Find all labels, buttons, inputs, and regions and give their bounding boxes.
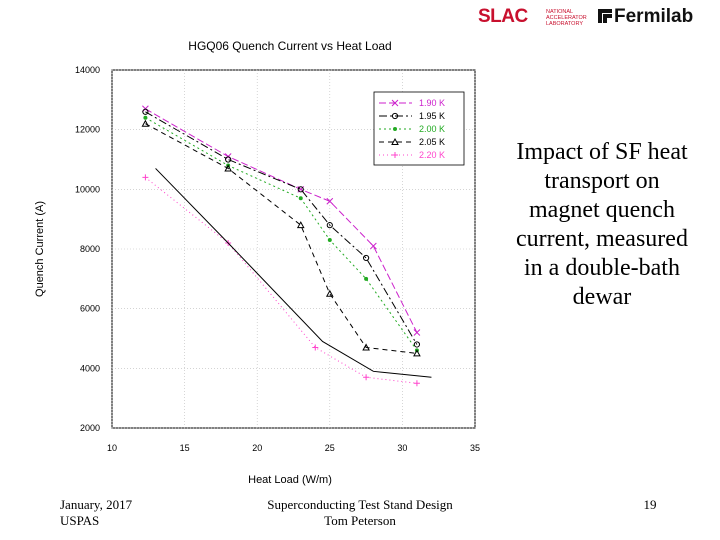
footer-author-line: Tom Peterson [324,513,396,528]
data-point [224,164,233,172]
footer-date: January, 2017 USPAS [60,497,132,529]
x-tick-label: 10 [107,443,117,453]
fermilab-logo-text: Fermilab [614,6,694,27]
chart-title: HGQ06 Quench Current vs Heat Load [188,39,391,53]
series-line [155,168,432,378]
data-point [364,276,369,281]
data-point [327,238,332,243]
data-point [326,197,334,205]
data-point [143,115,148,120]
series-unlabeled [155,168,432,378]
data-point [392,152,398,158]
data-point [142,174,149,181]
x-tick-label: 35 [470,443,480,453]
series-line [145,117,418,351]
legend-label: 1.95 K [419,111,445,121]
fermilab-logo: Fermilab [598,6,693,28]
fermilab-icon [598,9,612,23]
y-axis-label: Quench Current (A) [34,201,46,297]
data-point [298,196,303,201]
footer-title: Superconducting Test Stand Design Tom Pe… [230,497,490,529]
data-point [297,186,304,193]
y-tick-label: 10000 [75,184,100,194]
x-tick-label: 30 [397,443,407,453]
footer-title-line: Superconducting Test Stand Design [267,497,453,512]
data-point [296,221,305,229]
data-point [413,349,421,357]
legend-label: 2.05 K [419,137,445,147]
data-point [413,329,421,336]
data-point [413,341,421,348]
footer-course-line: USPAS [60,513,100,528]
data-point [363,254,370,262]
page-number: 19 [643,497,657,512]
slac-logo: SLAC [478,6,528,27]
slac-logo-subtitle: NATIONAL ACCELERATOR LABORATORY [546,9,587,27]
legend: 1.90 K 1.95 K 2.00 K 2.05 K 2.20 K [373,91,465,166]
data-point [370,242,377,250]
data-point [393,127,397,131]
series-1-95-K [142,108,421,348]
data-point [326,222,333,229]
legend-label: 2.20 K [419,150,445,160]
data-point [391,112,399,120]
y-tick-label: 14000 [75,65,100,75]
x-axis-label: Heat Load (W/m) [248,474,332,486]
series-2-05-K [141,119,421,357]
data-point [362,343,370,351]
slide-caption: Impact of SF heat transport on magnet qu… [516,139,688,310]
y-tick-label: 2000 [80,423,100,433]
footer-date-line: January, 2017 [60,497,133,512]
data-point [142,108,149,115]
legend-label: 1.90 K [419,98,445,108]
legend-label: 2.00 K [419,124,445,134]
y-tick-label: 8000 [80,244,100,254]
data-point [391,137,399,145]
data-point [391,99,399,107]
data-point [325,289,334,297]
x-tick-label: 20 [252,443,262,453]
data-point [363,374,370,381]
y-tick-label: 4000 [80,363,100,373]
data-point [312,344,319,351]
x-tick-label: 15 [180,443,190,453]
y-tick-label: 12000 [75,125,100,135]
data-point [413,380,420,387]
series-line [145,123,417,354]
header-logos: SLAC NATIONAL ACCELERATOR LABORATORY Fer… [478,6,718,32]
data-point [225,156,232,163]
y-tick-label: 6000 [80,304,100,314]
series-line [145,111,418,345]
series-line [145,108,418,333]
x-tick-label: 25 [325,443,335,453]
data-point [141,119,150,127]
quench-current-chart: 10 15 20 25 30 35 2000 4000 6000 8000 10000 12000 14… [34,39,480,486]
